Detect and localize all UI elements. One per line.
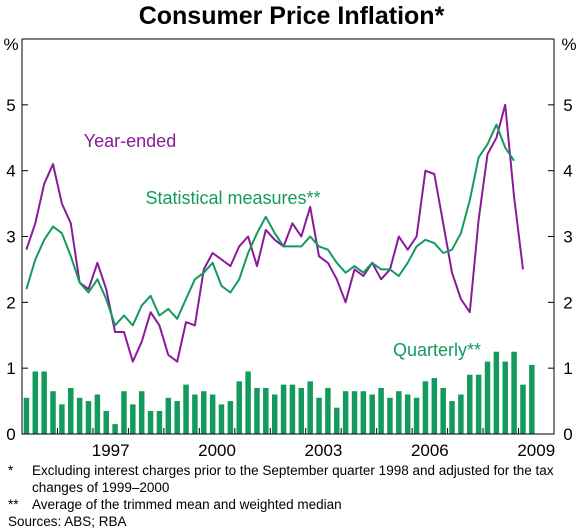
quarterly-bar-2002-Q1 (271, 394, 278, 434)
quarterly-bar-2008-Q4 (511, 351, 517, 434)
label-statistical-measures: Statistical measures** (145, 188, 320, 208)
label-quarterly: Quarterly** (393, 340, 481, 360)
quarterly-bar-1998-Q4 (156, 410, 163, 434)
quarterly-bar-2005-Q2 (387, 397, 393, 434)
quarterly-bar-1996-Q2 (68, 387, 74, 434)
y-unit-right: % (561, 35, 576, 54)
quarterly-bar-2009-Q2 (529, 364, 535, 434)
y-tick-label-left-2: 2 (6, 293, 15, 312)
x-tick-label-2000: 2000 (198, 441, 236, 460)
y-tick-label-right-5: 5 (563, 96, 572, 115)
quarterly-bar-1997-Q1 (94, 394, 101, 434)
quarterly-bar-1996-Q1 (59, 404, 65, 434)
quarterly-bar-1999-Q2 (174, 401, 180, 434)
quarterly-bar-2005-Q4 (404, 394, 411, 434)
quarterly-bar-2002-Q3 (289, 384, 296, 434)
quarterly-bar-2000-Q4 (227, 401, 234, 434)
chart-title: Consumer Price Inflation* (138, 2, 445, 30)
quarterly-bar-2002-Q2 (280, 384, 287, 434)
series-line-statistical-measures (25, 123, 515, 327)
quarterly-bar-2001-Q3 (254, 387, 260, 434)
label-year-ended: Year-ended (84, 131, 176, 151)
quarterly-bar-2000-Q3 (218, 404, 225, 434)
quarterly-bar-1995-Q3 (41, 371, 47, 434)
y-tick-label-right-4: 4 (563, 162, 572, 181)
y-tick-label-right-3: 3 (563, 228, 572, 247)
quarterly-bar-2004-Q4 (369, 394, 375, 434)
footnotes: * Excluding interest charges prior to th… (8, 462, 568, 530)
quarterly-bar-1996-Q4 (85, 401, 92, 434)
quarterly-bar-2007-Q2 (458, 394, 464, 434)
quarterly-bar-2008-Q3 (502, 361, 508, 434)
quarterly-bar-1995-Q2 (32, 371, 39, 434)
footnote-1-mark: * (8, 463, 14, 478)
quarterly-bar-2001-Q4 (263, 387, 269, 434)
x-tick-label-2003: 2003 (305, 441, 343, 460)
quarterly-bar-2008-Q1 (484, 361, 491, 434)
quarterly-bar-2001-Q1 (236, 381, 242, 434)
quarterly-bar-2006-Q4 (440, 387, 446, 434)
y-tick-label-right-0: 0 (563, 425, 572, 444)
quarterly-bar-2000-Q1 (201, 391, 207, 434)
quarterly-bar-1996-Q3 (76, 397, 83, 434)
footnote-2: ** Average of the trimmed mean and weigh… (8, 496, 568, 513)
quarterly-bar-2005-Q3 (396, 391, 402, 434)
quarterly-bar-1998-Q3 (147, 410, 154, 434)
quarterly-bar-2006-Q3 (431, 378, 438, 434)
quarterly-bar-2004-Q1 (342, 391, 349, 434)
quarterly-bar-1999-Q4 (192, 394, 198, 434)
quarterly-bar-1995-Q4 (50, 391, 56, 434)
quarterly-bar-2003-Q2 (316, 397, 322, 434)
quarterly-bar-1997-Q4 (121, 391, 127, 434)
line-series (25, 103, 524, 363)
quarterly-bar-2005-Q1 (378, 387, 384, 434)
y-unit-left: % (3, 35, 18, 54)
quarterly-bar-2007-Q4 (475, 374, 482, 434)
quarterly-bar-2003-Q3 (325, 387, 331, 434)
quarterly-bar-2000-Q2 (209, 394, 216, 434)
quarterly-bar-2004-Q2 (351, 391, 358, 434)
footnote-1: * Excluding interest charges prior to th… (8, 462, 568, 496)
quarterly-bar-2007-Q1 (449, 401, 455, 434)
quarterly-bar-2004-Q3 (360, 391, 367, 434)
quarterly-bar-1997-Q2 (103, 410, 109, 434)
quarterly-bar-2003-Q4 (334, 407, 340, 434)
quarterly-bar-2003-Q1 (307, 381, 313, 434)
quarterly-bar-2007-Q3 (467, 374, 473, 434)
y-tick-label-left-1: 1 (6, 359, 15, 378)
quarterly-bar-1998-Q2 (138, 391, 145, 434)
x-tick-label-2009: 2009 (517, 441, 555, 460)
quarterly-bar-2001-Q2 (245, 371, 251, 434)
quarterly-bar-1995-Q1 (23, 397, 30, 434)
y-tick-label-left-0: 0 (6, 425, 15, 444)
footnote-2-mark: ** (8, 497, 19, 512)
quarterly-bar-1999-Q3 (183, 384, 189, 434)
x-tick-label-1997: 1997 (92, 441, 130, 460)
y-tick-label-left-4: 4 (6, 162, 15, 181)
y-tick-label-right-2: 2 (563, 293, 572, 312)
footnote-1-text: Excluding interest charges prior to the … (32, 463, 554, 495)
footnote-2-text: Average of the trimmed mean and weighted… (32, 497, 342, 512)
quarterly-bar-2008-Q2 (493, 351, 500, 434)
quarterly-bar-2006-Q1 (413, 397, 420, 434)
quarterly-bar-1999-Q1 (165, 397, 172, 434)
quarterly-bar-2009-Q1 (520, 384, 526, 434)
quarterly-bar-2006-Q2 (422, 381, 429, 434)
x-tick-label-2006: 2006 (411, 441, 449, 460)
quarterly-bar-1997-Q3 (112, 424, 118, 434)
quarterly-bars (23, 351, 535, 434)
axes: 0 0 1 1 2 2 3 3 4 4 5 5% % 1997 2000 2003 2006 2009 (3, 35, 576, 460)
sources: Sources: ABS; RBA (8, 514, 127, 529)
quarterly-bar-2002-Q4 (298, 387, 305, 434)
y-tick-label-left-5: 5 (6, 96, 15, 115)
y-tick-label-left-3: 3 (6, 228, 15, 247)
quarterly-bar-1998-Q1 (130, 404, 136, 434)
y-tick-label-right-1: 1 (563, 359, 572, 378)
series-line-year-ended (25, 103, 524, 363)
